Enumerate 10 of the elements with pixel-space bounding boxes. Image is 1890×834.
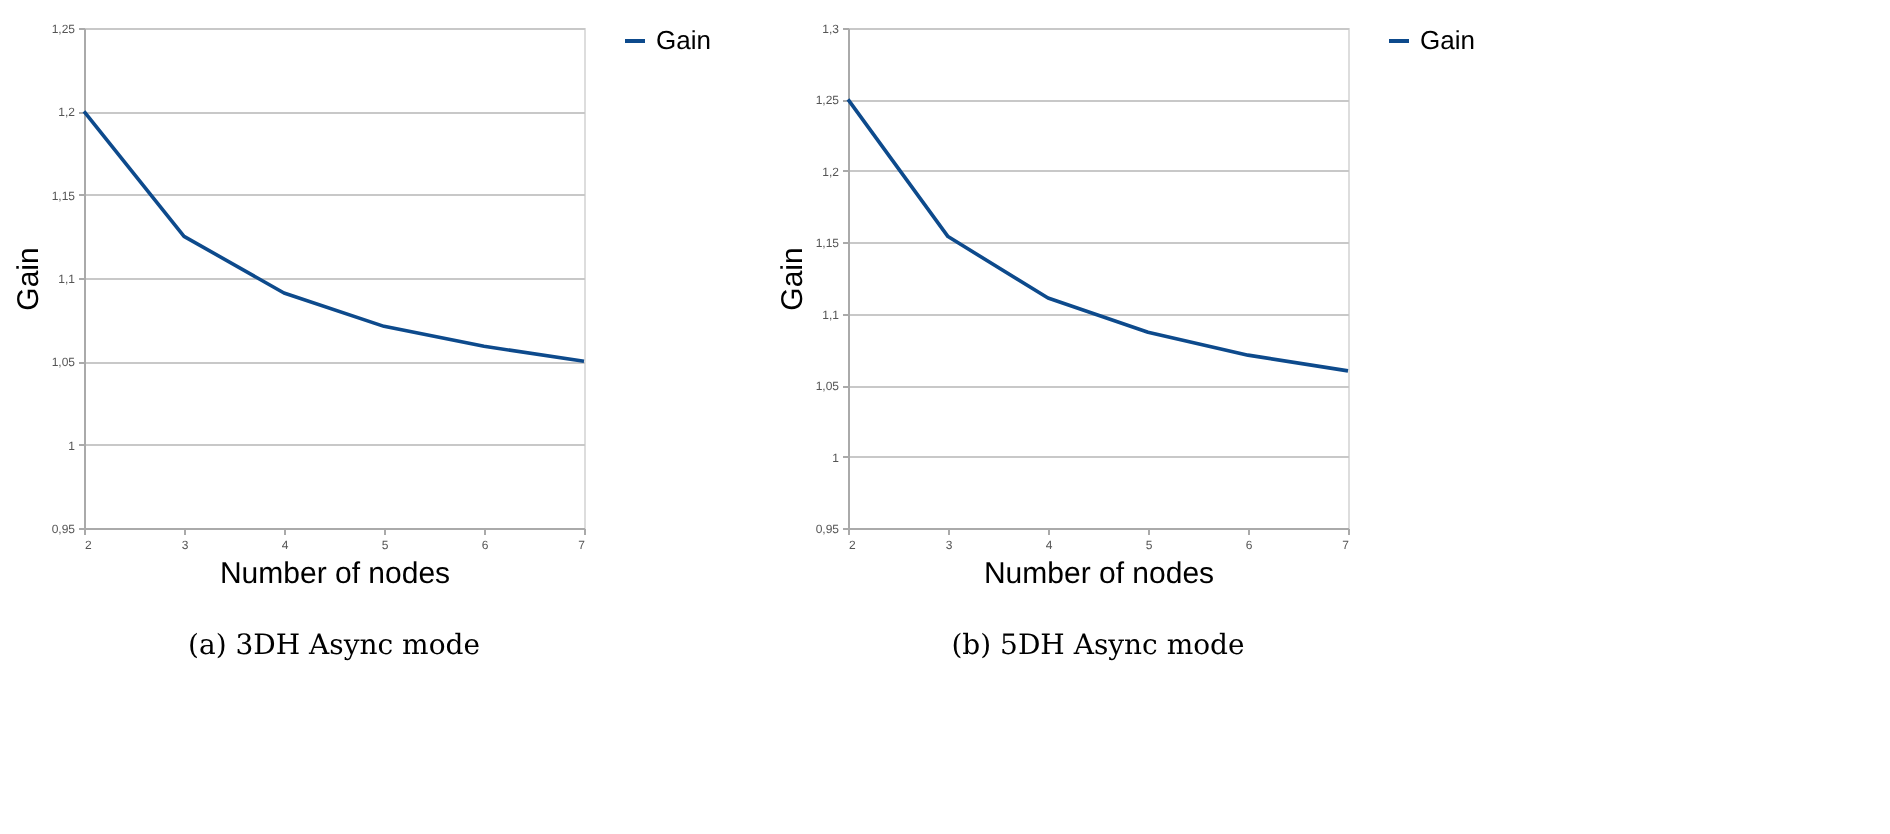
- text: (b) 5DH Async mode: [951, 630, 1245, 662]
- line-series: [846, 97, 1350, 373]
- y-axis-title: Gain: [775, 247, 810, 311]
- line-series: [82, 109, 586, 364]
- y-axis-title: Gain: [11, 247, 46, 311]
- legend-label: Gain: [1420, 25, 1475, 55]
- legend-label: Gain: [656, 25, 711, 55]
- x-axis-title: Number of nodes: [219, 557, 451, 591]
- x-axis-title: Number of nodes: [983, 557, 1215, 591]
- text: (a) 3DH Async mode: [188, 630, 480, 662]
